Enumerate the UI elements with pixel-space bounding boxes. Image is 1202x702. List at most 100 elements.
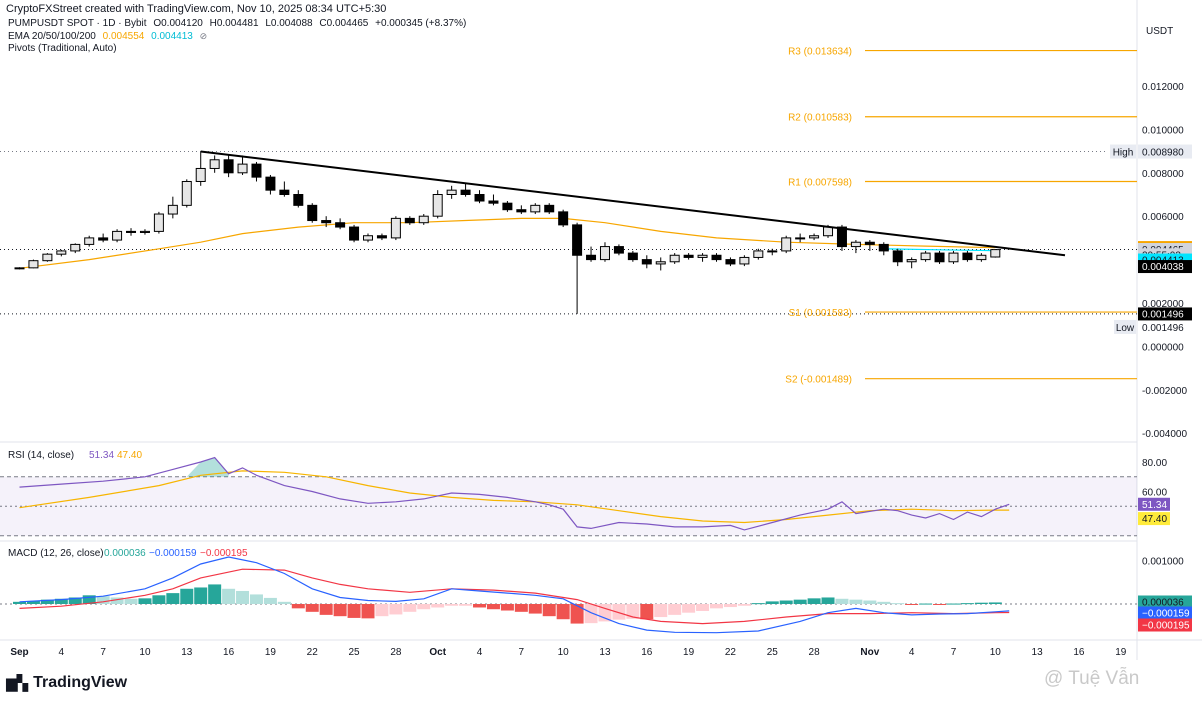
candle-body: [195, 167, 206, 182]
candle-body: [279, 189, 290, 196]
macd-title: MACD (12, 26, close): [8, 548, 104, 559]
time-tick-label: 16: [223, 647, 235, 658]
high-value: 0.008980: [1142, 148, 1184, 159]
macd-histogram-bar: [431, 604, 445, 608]
macd-signal-value: −0.000195: [200, 548, 248, 559]
low-badge: [1114, 319, 1136, 334]
candle-body: [14, 267, 25, 270]
candle-body: [418, 215, 429, 224]
time-tick-label: Sep: [10, 647, 28, 658]
macd-histogram-bar: [305, 604, 319, 612]
candle-body: [823, 226, 834, 237]
macd-histogram-bar: [696, 604, 710, 611]
price-tick-label: 0.002000: [1142, 299, 1184, 310]
macd-histogram-bar: [152, 595, 166, 604]
time-tick-label: 4: [59, 647, 65, 658]
macd-histogram-bar: [919, 603, 933, 605]
macd-histogram-bar: [124, 598, 138, 604]
candle-body: [906, 259, 917, 263]
candle-body: [725, 259, 736, 265]
macd-label-box: [1138, 618, 1192, 632]
macd-histogram-bar: [319, 604, 333, 615]
candle-body: [488, 200, 499, 204]
tradingview-mark-icon: ▆▚: [6, 675, 28, 692]
macd-histogram-bar: [96, 596, 110, 604]
currency-label[interactable]: USDT: [1146, 26, 1174, 37]
price-tick-label: -0.004000: [1142, 429, 1187, 440]
candle-body: [223, 159, 234, 174]
candle-body: [613, 246, 624, 254]
macd-histogram-bar: [514, 604, 528, 612]
candle-body: [641, 259, 652, 265]
tradingview-logo: ▆▚ TradingView: [6, 674, 127, 692]
candle-body: [697, 254, 708, 258]
candle-body: [335, 222, 346, 228]
macd-line: [19, 556, 1010, 634]
macd-histogram-bar: [793, 599, 807, 604]
candle-body: [349, 226, 360, 241]
time-tick-label: 16: [1073, 647, 1085, 658]
time-tick-label: 7: [100, 647, 106, 658]
macd-histogram-bar: [542, 604, 556, 617]
macd-histogram-bar: [877, 601, 891, 604]
pivots-legend[interactable]: Pivots (Traditional, Auto): [8, 43, 117, 54]
macd-tick-label: 0.001000: [1142, 557, 1184, 568]
ema-label[interactable]: EMA 20/50/100/200: [8, 31, 96, 42]
macd-axis-value: −0.000159: [1142, 609, 1190, 620]
macd-histogram-bar: [208, 584, 222, 604]
time-tick-label: 10: [990, 647, 1002, 658]
candle-body: [836, 226, 847, 248]
macd-histogram-bar: [807, 598, 821, 604]
macd-histogram-bar: [417, 604, 431, 610]
candle-body: [84, 237, 95, 245]
macd-histogram-bar: [68, 597, 82, 604]
candle-body: [502, 202, 513, 211]
ema-cyan-line: [883, 248, 996, 252]
low-value: 0.001496: [1142, 323, 1184, 334]
high-label: High: [1113, 148, 1134, 159]
candle-body: [307, 204, 318, 222]
candle-body: [976, 254, 987, 261]
candle-body: [878, 243, 889, 252]
low-label: Low: [1116, 323, 1135, 334]
candle-body: [321, 220, 332, 224]
time-tick-label: 25: [767, 647, 779, 658]
macd-histogram-bar: [263, 597, 277, 604]
rsi-ma-axis-value: 47.40: [1142, 514, 1167, 525]
time-tick-label: 13: [599, 647, 611, 658]
candle-body: [683, 254, 694, 258]
macd-histogram-bar: [361, 604, 375, 619]
time-tick-label: Oct: [429, 647, 446, 658]
macd-hist-value: 0.000036: [104, 548, 146, 559]
macd-histogram-bar: [138, 598, 152, 604]
rsi-title: RSI (14, close): [8, 450, 74, 461]
macd-histogram-bar: [988, 602, 1002, 604]
macd-histogram-bar: [347, 604, 361, 618]
macd-histogram-bar: [723, 604, 737, 608]
candle-body: [153, 213, 164, 232]
macd-histogram-bar: [445, 604, 459, 606]
macd-histogram-bar: [765, 601, 779, 604]
candle-body: [627, 252, 638, 261]
price-tick-label: 0.006000: [1142, 212, 1184, 223]
candle-body: [767, 250, 778, 253]
macd-histogram-bar: [459, 604, 473, 606]
macd-histogram-bar: [821, 597, 835, 604]
macd-histogram-bar: [473, 604, 487, 608]
symbol-info[interactable]: PUMPUSDT SPOT · 1D · Bybit: [8, 18, 147, 29]
time-tick-label: 7: [519, 647, 525, 658]
time-tick-label: 25: [348, 647, 360, 658]
candle-body: [363, 235, 373, 241]
macd-histogram-bar: [528, 604, 542, 614]
candle-body: [209, 159, 220, 169]
pivot-label-r2: R2 (0.010583): [788, 113, 852, 124]
ema-orange-line: [19, 217, 996, 269]
time-tick-label: 13: [1032, 647, 1044, 658]
macd-histogram-bar: [389, 604, 403, 615]
hidden-eye-icon[interactable]: ⊘: [199, 31, 208, 41]
high-badge: [1110, 144, 1136, 159]
macd-histogram-bar: [13, 601, 26, 604]
macd-histogram-bar: [486, 604, 500, 610]
candle-body: [934, 252, 945, 263]
